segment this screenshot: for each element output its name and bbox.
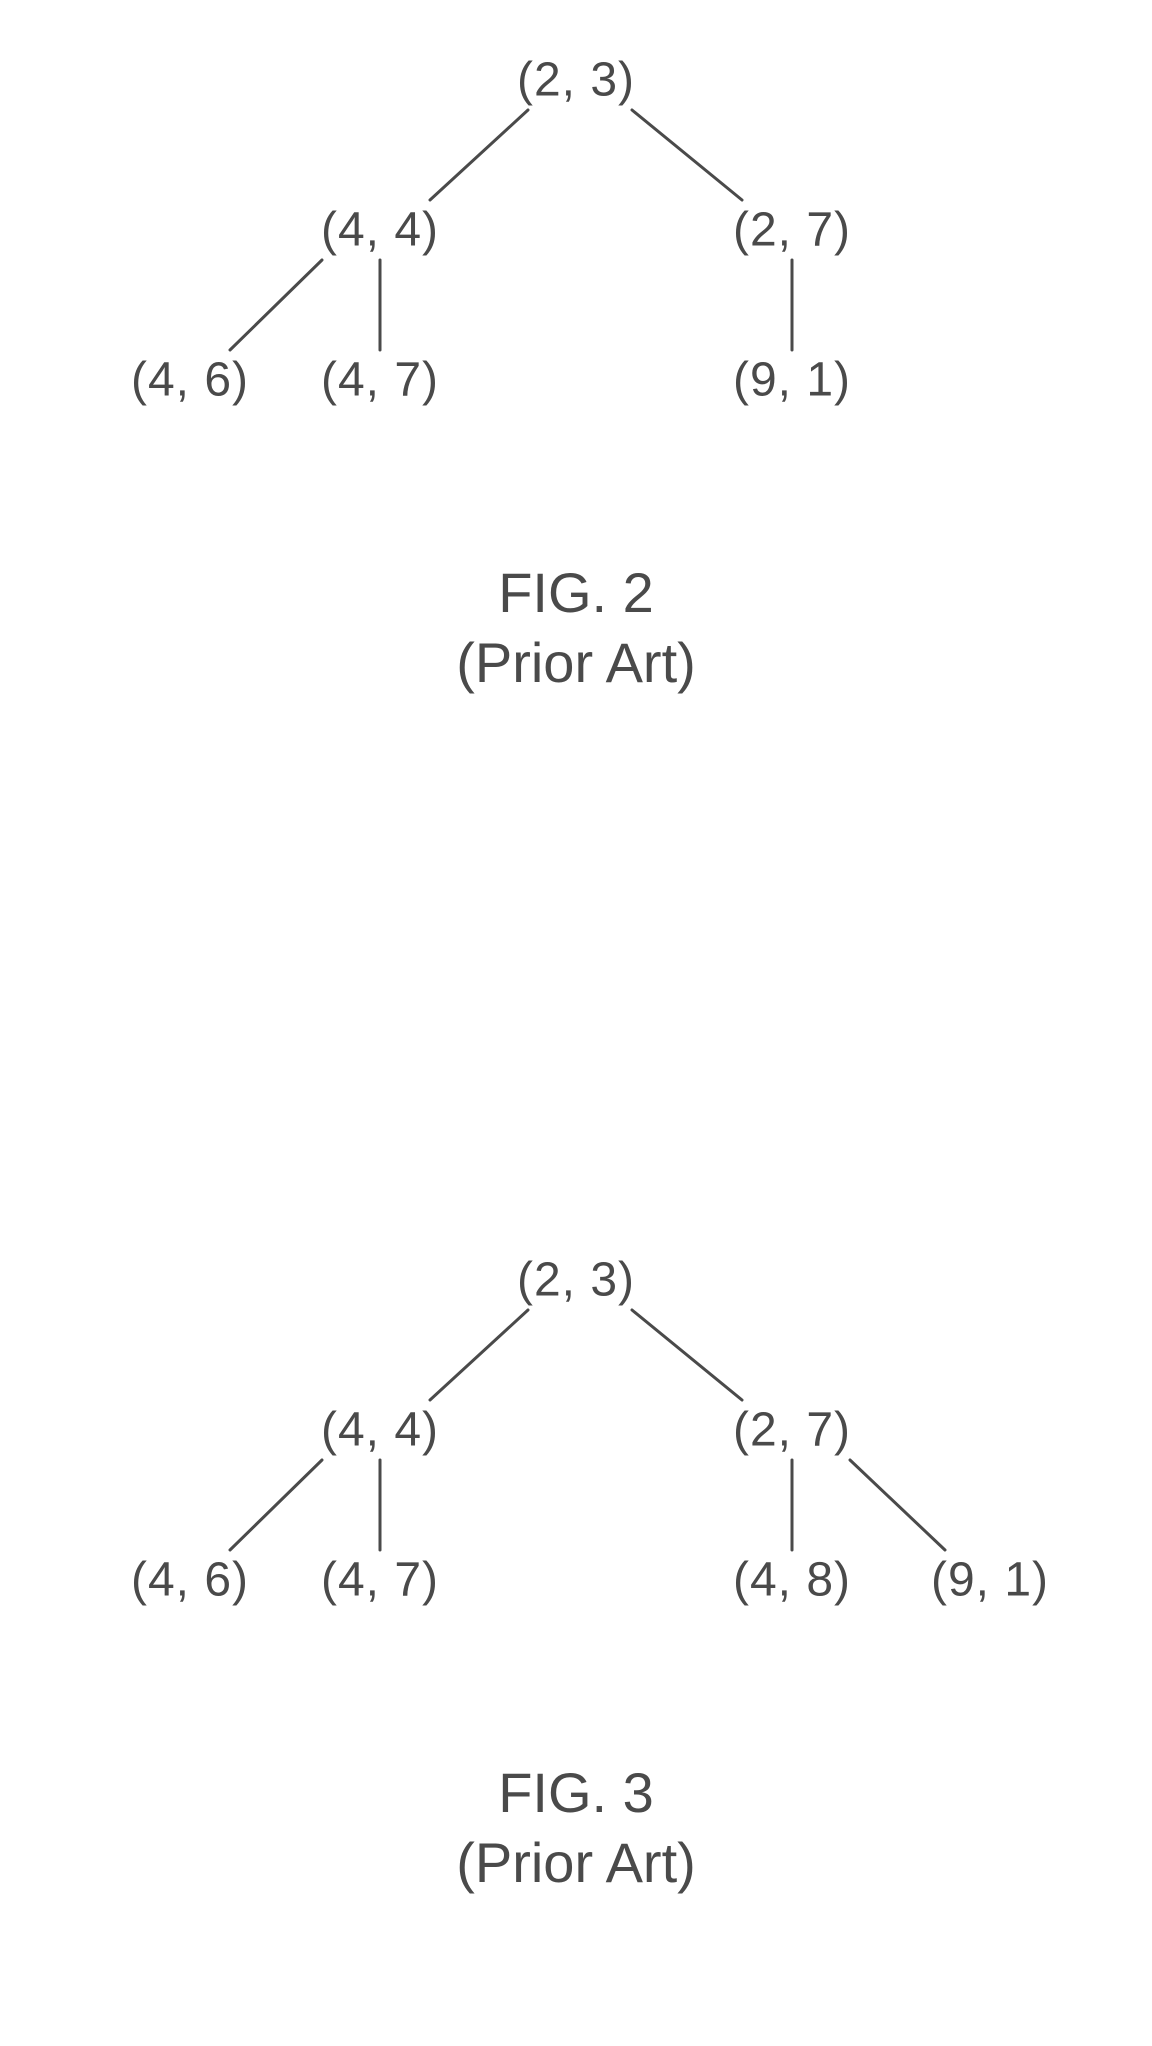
tree-node: (4, 7): [321, 353, 439, 408]
tree-node: (4, 4): [321, 1403, 439, 1458]
tree-node: (2, 3): [517, 1253, 635, 1308]
tree-edge: [230, 260, 322, 350]
tree-edge: [230, 1460, 322, 1550]
figure-caption-line2: (Prior Art): [456, 1830, 696, 1895]
tree-node: (4, 7): [321, 1553, 439, 1608]
tree-edge: [430, 110, 528, 200]
tree-node: (2, 7): [733, 203, 851, 258]
page: (2, 3) (4, 4) (2, 7) (4, 6) (4, 7) (9, 1…: [0, 0, 1152, 2046]
tree-edge: [430, 1310, 528, 1400]
tree-node: (2, 7): [733, 1403, 851, 1458]
tree-edge: [850, 1460, 945, 1550]
tree-edge: [632, 110, 742, 200]
figure-caption-line1: FIG. 3: [498, 1760, 654, 1825]
tree-node: (4, 8): [733, 1553, 851, 1608]
tree-node: (4, 6): [131, 353, 249, 408]
figure-caption-line2: (Prior Art): [456, 630, 696, 695]
tree-node: (9, 1): [733, 353, 851, 408]
edges-layer: [0, 0, 1152, 2046]
tree-edge: [632, 1310, 742, 1400]
tree-node: (9, 1): [931, 1553, 1049, 1608]
tree-node: (4, 6): [131, 1553, 249, 1608]
tree-node: (2, 3): [517, 53, 635, 108]
tree-node: (4, 4): [321, 203, 439, 258]
figure-caption-line1: FIG. 2: [498, 560, 654, 625]
